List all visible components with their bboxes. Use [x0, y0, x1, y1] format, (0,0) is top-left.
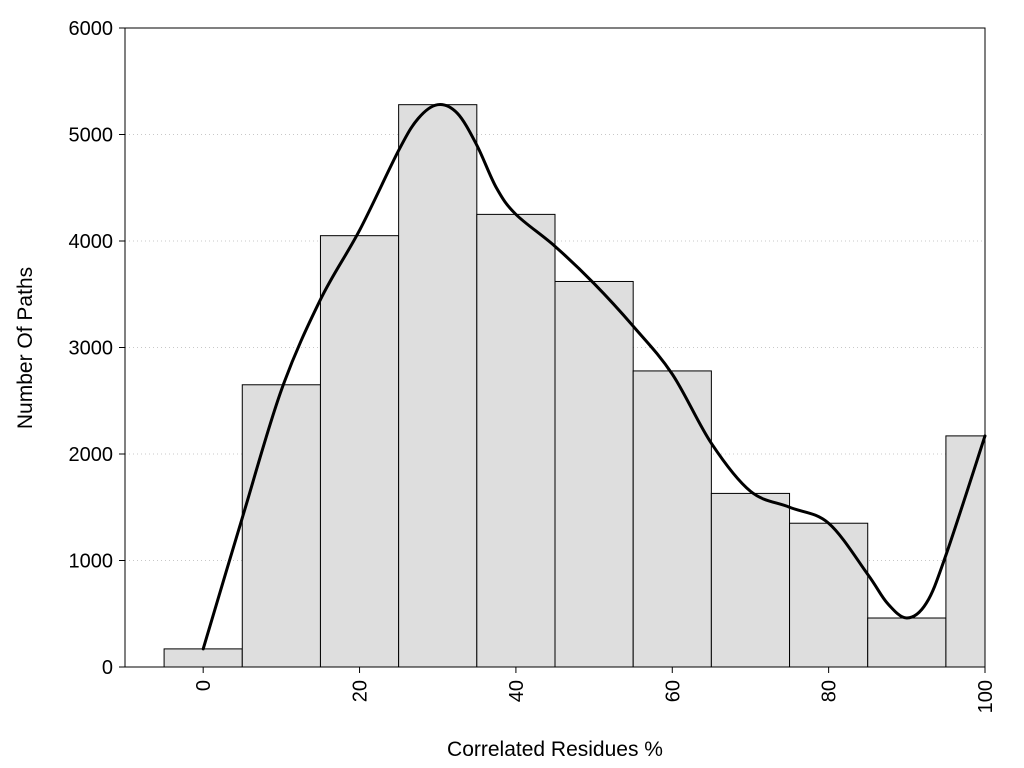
bars-layer — [163, 104, 986, 668]
density-curve — [201, 103, 987, 651]
y-tick-label: 4000 — [69, 231, 114, 253]
y-axis-title: Number Of Paths — [14, 267, 37, 429]
x-tick-label: 0 — [193, 680, 215, 691]
x-tick-label: 20 — [350, 680, 372, 702]
x-tick-label: 60 — [662, 680, 684, 702]
curve-layer — [201, 103, 987, 651]
ticks-layer: 0 1000 2000 3000 4000 5000 6000 0 20 40 60 80 100 — [69, 18, 998, 713]
histogram-bar — [241, 384, 321, 668]
histogram-bar — [319, 235, 400, 668]
histogram-bar — [710, 492, 791, 668]
x-tick-label: 40 — [506, 680, 528, 702]
y-tick-label: 5000 — [69, 125, 114, 147]
x-tick-label: 100 — [975, 680, 997, 713]
y-tick-label: 3000 — [69, 338, 114, 360]
histogram-bar — [945, 435, 986, 668]
x-tick-label: 80 — [819, 680, 841, 702]
histogram-bar — [398, 104, 478, 668]
histogram-bar — [554, 280, 634, 668]
y-tick-label: 2000 — [69, 444, 114, 466]
histogram-bar — [867, 617, 947, 668]
y-tick-label: 1000 — [69, 551, 114, 573]
histogram-bar — [789, 522, 869, 668]
y-tick-label: 0 — [102, 657, 113, 679]
histogram-bar — [632, 370, 712, 668]
x-axis-title: Correlated Residues % — [447, 738, 663, 761]
histogram-bar — [476, 213, 556, 668]
histogram-bar — [163, 648, 243, 668]
y-tick-label: 6000 — [69, 18, 114, 40]
